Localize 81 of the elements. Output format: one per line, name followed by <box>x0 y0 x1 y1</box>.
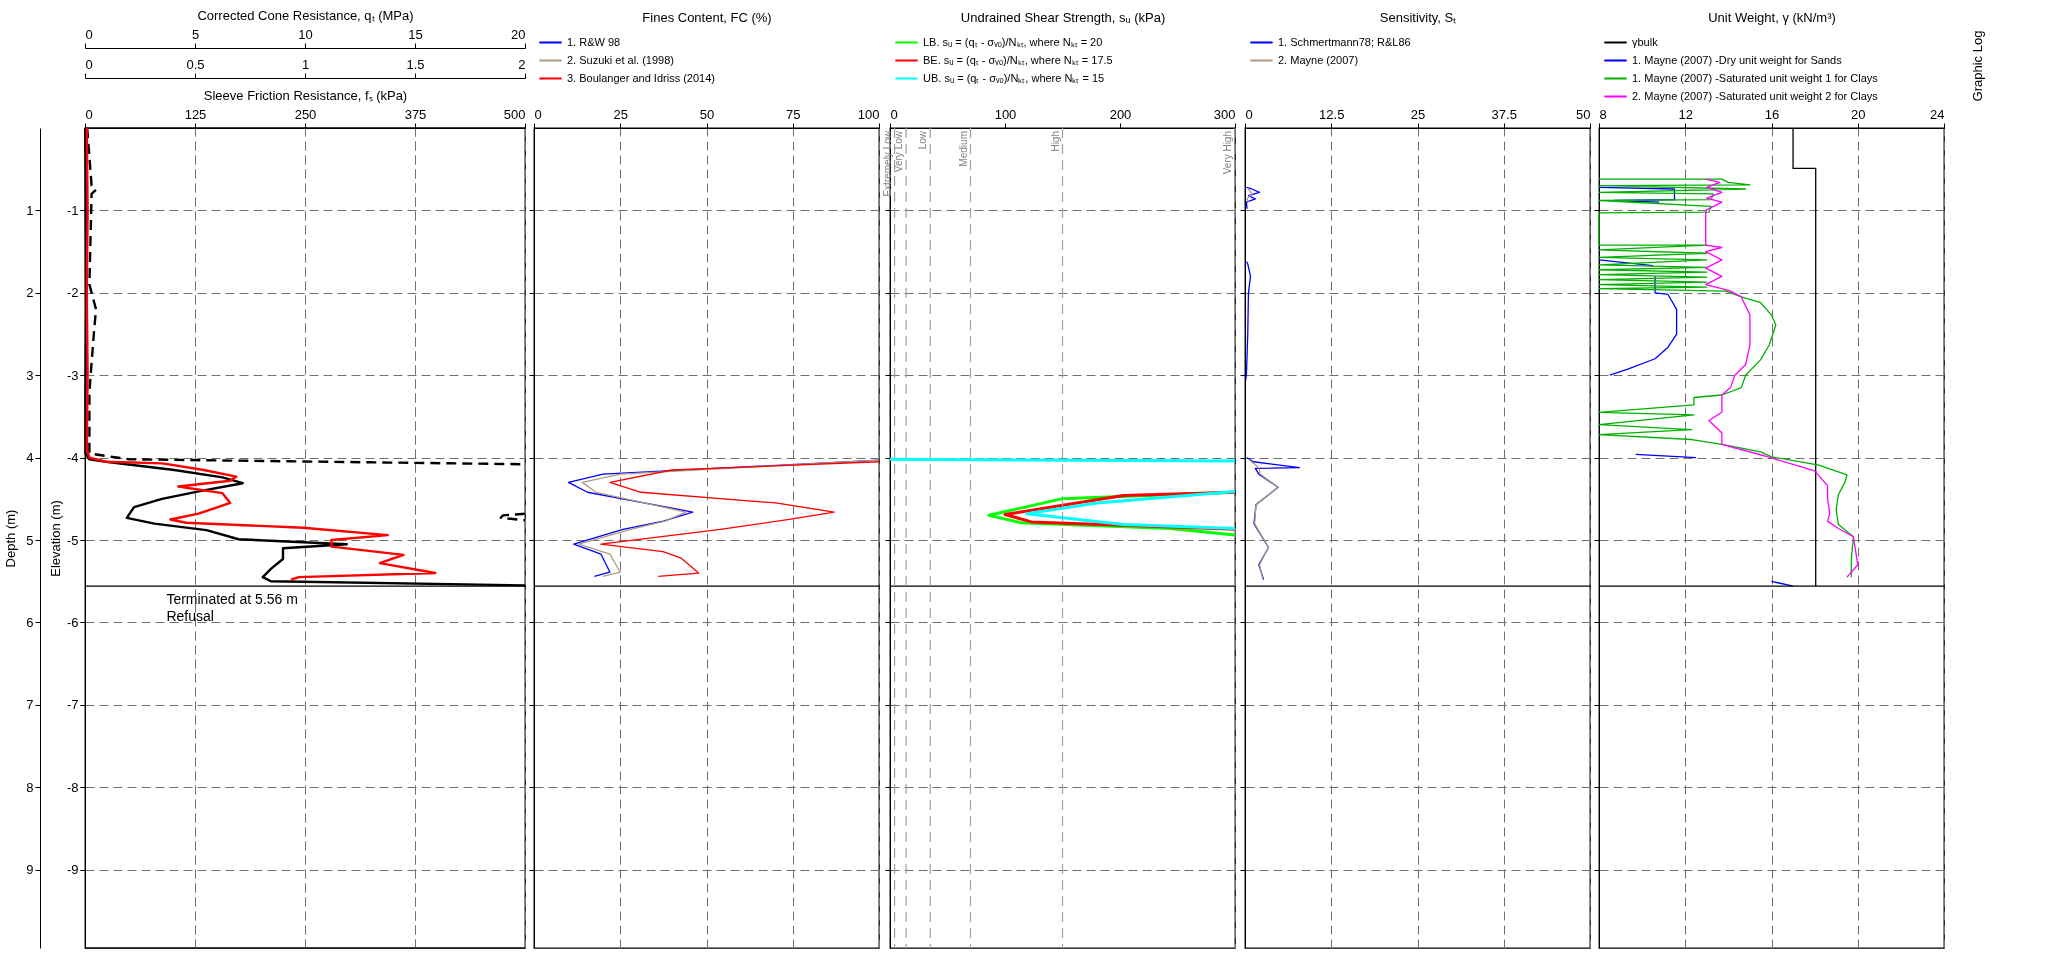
x-tick-label: 200 <box>1109 106 1132 122</box>
y2-tick-label: -1 <box>66 202 79 218</box>
y-tick-label: 7 <box>26 697 34 713</box>
y-axis-title: Depth (m) <box>3 509 19 568</box>
x-tick-label: 500 <box>503 106 526 122</box>
legend-label: 1. Mayne (2007) -Saturated unit weight 1 for Clays <box>1632 71 1879 84</box>
legend-label: 2. Mayne (2007) -Saturated unit weight 2 for Clays <box>1632 89 1879 102</box>
legend-label: 2. Suzuki et al. (1998) <box>567 53 675 66</box>
x-tick-label: 100 <box>857 106 880 122</box>
ref-line-label: Extremely Low <box>881 130 893 197</box>
x-axis-title: Corrected Cone Resistance, qₜ (MPa) <box>197 7 414 23</box>
x-tick-label: 24 <box>1930 106 1945 122</box>
y-tick-label: 2 <box>26 285 34 301</box>
annotation: Refusal <box>166 608 214 625</box>
x-tick-label: 12 <box>1678 106 1693 122</box>
text: Graphic Log <box>1970 30 1985 102</box>
x-axis-title: Sensitivity, Sₜ <box>1379 9 1457 25</box>
x-tick-label: 75 <box>786 106 801 122</box>
x-tick-label: 0 <box>85 26 93 42</box>
x-axis-title: Fines Content, FC (%) <box>642 9 772 25</box>
x-tick-label: 50 <box>1576 106 1591 122</box>
legend-label: γbulk <box>1632 35 1659 48</box>
legend-label: 2. Mayne (2007) <box>1278 53 1359 66</box>
x-tick-label: 250 <box>294 106 317 122</box>
y-tick-label: 4 <box>26 450 34 466</box>
x-axis-title: Unit Weight, γ (kN/m³) <box>1708 9 1836 25</box>
y2-tick-label: -6 <box>66 614 79 630</box>
x-tick-label: 10 <box>298 26 313 42</box>
legend-label: LB. sᵤ = (qₜ - σᵥₒ)/Nₖₜ, where Nₖₜ = 20 <box>923 35 1103 48</box>
x-axis-title: Sleeve Friction Resistance, fₛ (kPa) <box>203 87 408 103</box>
y-tick-label: 5 <box>26 532 34 548</box>
ref-line-label: Very Low <box>893 130 905 173</box>
x2-tick-label: 1 <box>301 56 310 72</box>
x-tick-label: 125 <box>184 106 207 122</box>
x2-tick-label: 0.5 <box>186 56 205 72</box>
y2-tick-label: -4 <box>66 450 79 466</box>
x-tick-label: 300 <box>1213 106 1236 122</box>
x-tick-label: 5 <box>191 26 200 42</box>
legend-label: 3. Boulanger and Idriss (2014) <box>567 71 715 84</box>
x-tick-label: 25 <box>613 106 628 122</box>
x2-tick-label: 1.5 <box>406 56 425 72</box>
x-tick-label: 8 <box>1599 106 1607 122</box>
annotation: Terminated at 5.56 m <box>166 591 298 608</box>
x-tick-label: 0 <box>1245 106 1253 122</box>
x-tick-label: 15 <box>408 26 423 42</box>
y2-tick-label: -7 <box>66 697 79 713</box>
x2-tick-label: 0 <box>85 56 93 72</box>
ref-line-label: Very High <box>1222 131 1233 175</box>
y-tick-label: 8 <box>26 779 34 795</box>
y-tick-label: 6 <box>26 614 34 630</box>
y-tick-label: 9 <box>26 862 34 878</box>
x-tick-label: 20 <box>1851 106 1866 122</box>
y2-axis-title: Elevation (m) <box>47 500 63 577</box>
x-tick-label: 20 <box>511 26 526 42</box>
legend-label: UB. sᵤ = (qₜ - σᵥₒ)/Nₖₜ, where Nₖₜ = 15 <box>923 71 1105 84</box>
x-tick-label: 100 <box>994 106 1017 122</box>
x-axis-title: Undrained Shear Strength, sᵤ (kPa) <box>960 9 1166 25</box>
y2-tick-label: -3 <box>66 367 79 383</box>
x-tick-label: 12.5 <box>1319 106 1345 122</box>
ref-line-label: Low <box>917 130 929 150</box>
y2-tick-label: -9 <box>66 862 79 878</box>
x-tick-label: 0 <box>534 106 542 122</box>
x-tick-label: 25 <box>1410 106 1426 122</box>
y-tick-label: 1 <box>26 202 34 218</box>
legend-label: 1. R&W 98 <box>567 35 621 48</box>
x-tick-label: 37.5 <box>1491 106 1517 122</box>
ref-line-label: Medium <box>957 131 969 167</box>
x2-tick-label: 2 <box>518 56 526 72</box>
y2-tick-label: -2 <box>66 285 79 301</box>
legend-label: 1. Schmertmann78; R&L86 <box>1278 35 1411 48</box>
y2-tick-label: -5 <box>66 532 79 548</box>
x-tick-label: 375 <box>404 106 427 122</box>
x-tick-label: 16 <box>1764 106 1780 122</box>
x-tick-label: 0 <box>890 106 898 122</box>
x-tick-label: 50 <box>699 106 715 122</box>
x-tick-label: 0 <box>85 106 93 122</box>
y2-tick-label: -8 <box>66 779 79 795</box>
ref-line-label: High <box>1049 131 1061 152</box>
legend-label: BE. sᵤ = (qₜ - σᵥₒ)/Nₖₜ, where Nₖₜ = 17.5 <box>923 53 1113 66</box>
legend-label: 1. Mayne (2007) -Dry unit weight for Sands <box>1632 53 1843 66</box>
y-tick-label: 3 <box>26 367 34 383</box>
